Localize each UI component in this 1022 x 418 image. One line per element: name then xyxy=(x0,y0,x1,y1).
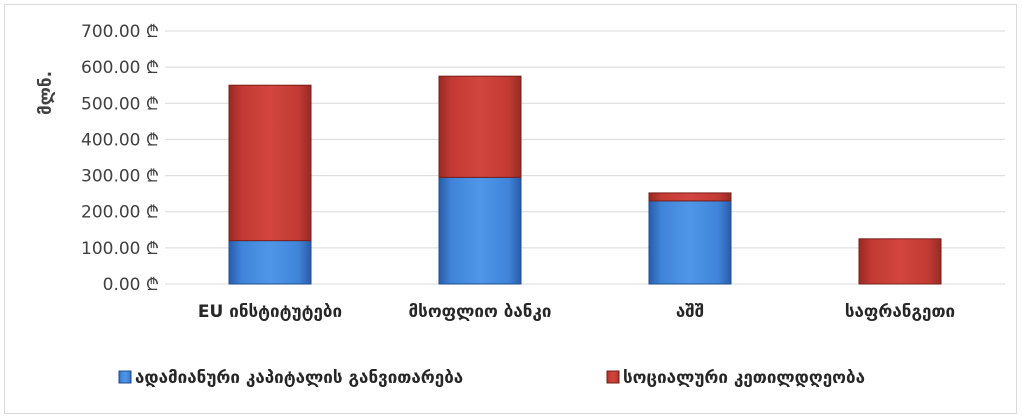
x-category-label: მსოფლიო ბანკი xyxy=(409,302,552,322)
chart-frame: 0.00 ₾ 100.00 ₾ 200.00 ₾ 300.00 ₾ 400.00 ₾ 50… xyxy=(4,4,1017,414)
bar-segment xyxy=(438,75,522,178)
y-tick-label: 0.00 ₾ xyxy=(103,275,159,295)
y-tick-label: 600.00 ₾ xyxy=(81,58,159,78)
y-axis-ticks: 0.00 ₾ 100.00 ₾ 200.00 ₾ 300.00 ₾ 400.00 ₾ 50… xyxy=(81,22,159,295)
bar-segment xyxy=(858,238,942,285)
bar-segment xyxy=(648,200,732,285)
y-tick-label: 300.00 ₾ xyxy=(81,167,159,187)
y-tick-label: 700.00 ₾ xyxy=(81,22,159,42)
bar-segment xyxy=(438,176,522,285)
bar-segment xyxy=(228,84,312,242)
legend-label: სოციალური კეთილდღეობა xyxy=(623,368,865,388)
legend: ადამიანური კაპიტალის განვითარება სოციალურ… xyxy=(118,368,865,388)
x-category-label: საფრანგეთი xyxy=(845,302,955,322)
x-axis-categories: EU ინსტიტუტები მსოფლიო ბანკი აშშ საფრანგეთი xyxy=(198,302,955,322)
legend-label: ადამიანური კაპიტალის განვითარება xyxy=(135,368,463,388)
legend-swatch xyxy=(118,370,132,384)
legend-swatch xyxy=(606,370,620,384)
bar-segment xyxy=(648,192,732,202)
y-axis-title: მლნ. xyxy=(36,71,56,115)
y-tick-label: 100.00 ₾ xyxy=(81,239,159,259)
y-tick-label: 500.00 ₾ xyxy=(81,94,159,114)
bar-segment xyxy=(228,240,312,285)
x-category-label: EU ინსტიტუტები xyxy=(198,302,342,322)
bars xyxy=(228,75,942,285)
x-category-label: აშშ xyxy=(676,302,704,322)
y-tick-label: 400.00 ₾ xyxy=(81,130,159,150)
y-tick-label: 200.00 ₾ xyxy=(81,203,159,223)
stacked-bar-chart: 0.00 ₾ 100.00 ₾ 200.00 ₾ 300.00 ₾ 400.00 ₾ 50… xyxy=(36,22,1005,388)
